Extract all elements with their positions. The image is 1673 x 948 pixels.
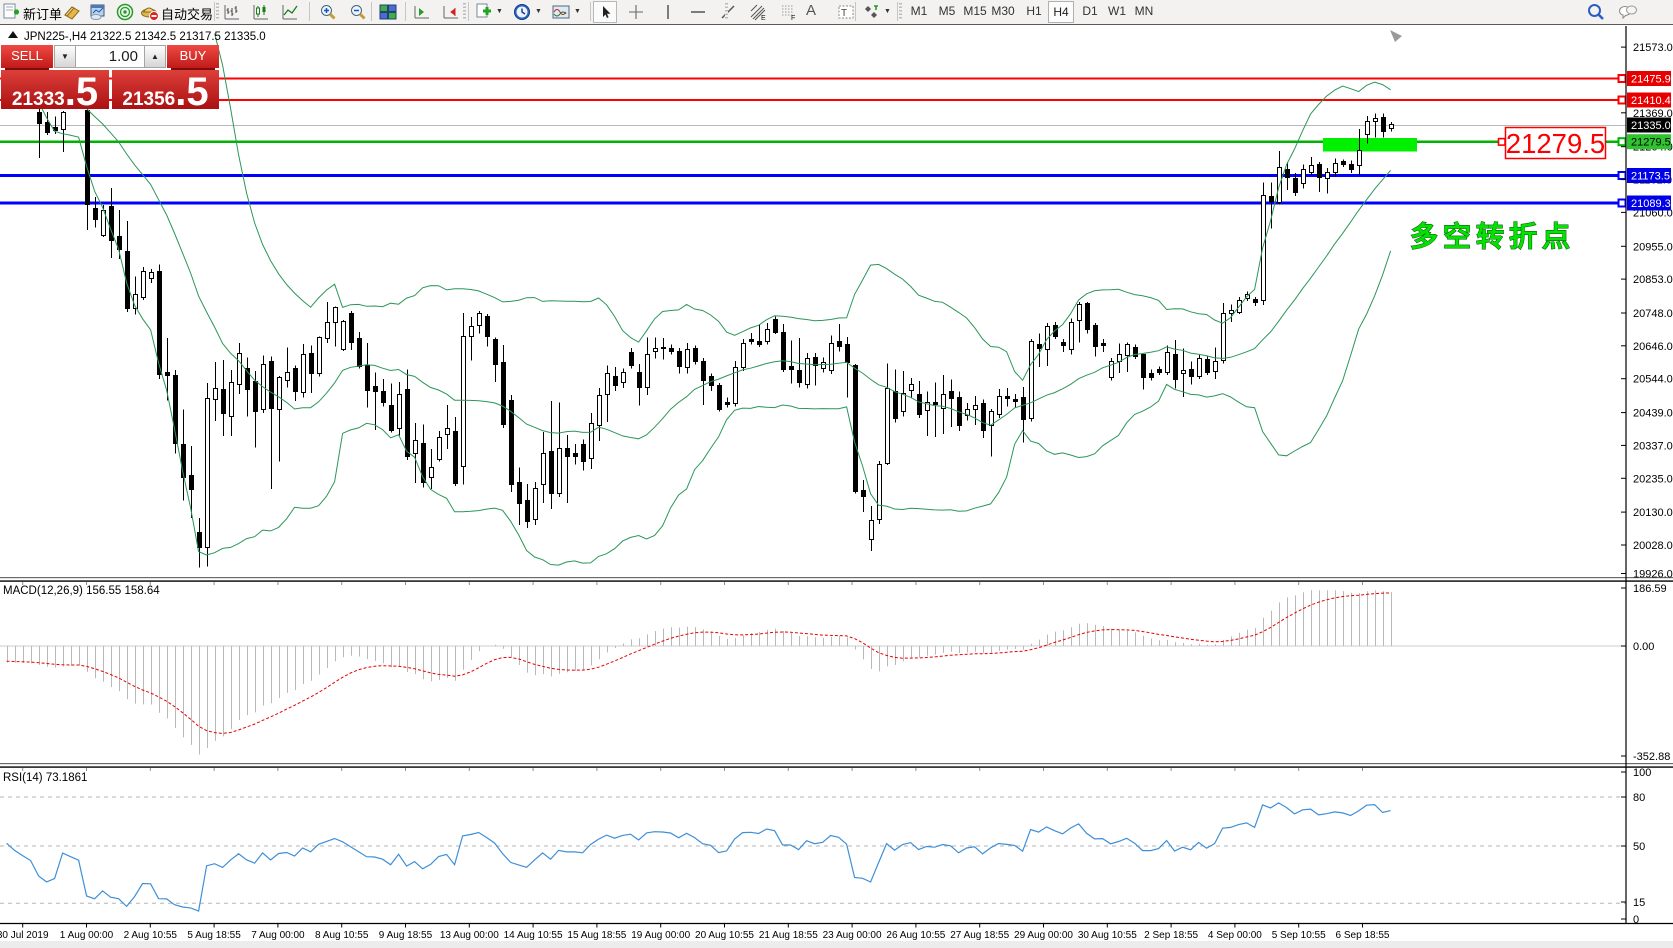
svg-text:14 Aug 10:55: 14 Aug 10:55 xyxy=(504,930,563,941)
svg-text:26 Aug 10:55: 26 Aug 10:55 xyxy=(886,930,945,941)
svg-text:0.00: 0.00 xyxy=(1633,641,1654,653)
svg-text:21 Aug 18:55: 21 Aug 18:55 xyxy=(759,930,818,941)
svg-text:29 Aug 00:00: 29 Aug 00:00 xyxy=(1014,930,1073,941)
svg-text:多空转折点: 多空转折点 xyxy=(1410,220,1575,252)
svg-text:20544.0: 20544.0 xyxy=(1633,374,1673,386)
svg-text:30 Jul 2019: 30 Jul 2019 xyxy=(0,930,49,941)
svg-text:9 Aug 18:55: 9 Aug 18:55 xyxy=(379,930,433,941)
svg-text:21173.5: 21173.5 xyxy=(1631,171,1670,183)
svg-text:T: T xyxy=(841,8,847,19)
svg-text:20439.0: 20439.0 xyxy=(1633,408,1673,420)
svg-text:23 Aug 00:00: 23 Aug 00:00 xyxy=(823,930,882,941)
svg-text:5 Aug 18:55: 5 Aug 18:55 xyxy=(187,930,241,941)
svg-text:21335.0: 21335.0 xyxy=(1631,120,1671,132)
svg-text:MACD(12,26,9) 156.55 158.64: MACD(12,26,9) 156.55 158.64 xyxy=(3,585,160,597)
svg-text:20853.0: 20853.0 xyxy=(1633,274,1673,286)
svg-text:21573.0: 21573.0 xyxy=(1633,42,1673,54)
svg-text:30 Aug 10:55: 30 Aug 10:55 xyxy=(1078,930,1137,941)
svg-text:1 Aug 00:00: 1 Aug 00:00 xyxy=(60,930,114,941)
svg-text:JPN225-,H4 21322.5 21342.5 21: JPN225-,H4 21322.5 21342.5 21317.5 21335… xyxy=(24,31,266,43)
svg-text:2 Aug 10:55: 2 Aug 10:55 xyxy=(124,930,178,941)
svg-text:27 Aug 18:55: 27 Aug 18:55 xyxy=(950,930,1009,941)
svg-text:186.59: 186.59 xyxy=(1633,583,1667,595)
svg-text:20748.0: 20748.0 xyxy=(1633,308,1673,320)
svg-text:20235.0: 20235.0 xyxy=(1633,473,1673,485)
svg-text:80: 80 xyxy=(1633,792,1645,804)
svg-text:0: 0 xyxy=(1633,914,1639,926)
svg-text:RSI(14) 73.1861: RSI(14) 73.1861 xyxy=(3,772,87,784)
svg-text:5 Sep 10:55: 5 Sep 10:55 xyxy=(1272,930,1326,941)
svg-text:20955.0: 20955.0 xyxy=(1633,241,1673,253)
svg-text:20028.0: 20028.0 xyxy=(1633,540,1673,552)
svg-text:100: 100 xyxy=(1633,767,1651,779)
svg-text:21089.3: 21089.3 xyxy=(1631,198,1671,210)
svg-text:F: F xyxy=(791,15,795,22)
svg-text:E: E xyxy=(761,15,766,22)
svg-text:20646.0: 20646.0 xyxy=(1633,341,1673,353)
svg-text:7 Aug 00:00: 7 Aug 00:00 xyxy=(251,930,305,941)
svg-text:6 Sep 18:55: 6 Sep 18:55 xyxy=(1336,930,1390,941)
svg-text:20 Aug 10:55: 20 Aug 10:55 xyxy=(695,930,754,941)
svg-text:50: 50 xyxy=(1633,841,1645,853)
svg-text:21410.4: 21410.4 xyxy=(1631,95,1671,107)
svg-text:19 Aug 00:00: 19 Aug 00:00 xyxy=(631,930,690,941)
svg-text:19926.0: 19926.0 xyxy=(1633,569,1673,581)
svg-text:21475.9: 21475.9 xyxy=(1631,74,1671,86)
svg-text:21279.5: 21279.5 xyxy=(1506,128,1605,159)
svg-text:21279.5: 21279.5 xyxy=(1631,137,1671,149)
svg-text:2 Sep 18:55: 2 Sep 18:55 xyxy=(1144,930,1198,941)
svg-text:20130.0: 20130.0 xyxy=(1633,507,1673,519)
svg-text:4 Sep 00:00: 4 Sep 00:00 xyxy=(1208,930,1262,941)
svg-text:20337.0: 20337.0 xyxy=(1633,440,1673,452)
svg-text:15: 15 xyxy=(1633,897,1645,909)
svg-text:-352.88: -352.88 xyxy=(1633,751,1670,763)
svg-text:15 Aug 18:55: 15 Aug 18:55 xyxy=(567,930,626,941)
svg-text:21369.0: 21369.0 xyxy=(1633,108,1673,120)
svg-text:8 Aug 10:55: 8 Aug 10:55 xyxy=(315,930,369,941)
svg-text:13 Aug 00:00: 13 Aug 00:00 xyxy=(440,930,499,941)
